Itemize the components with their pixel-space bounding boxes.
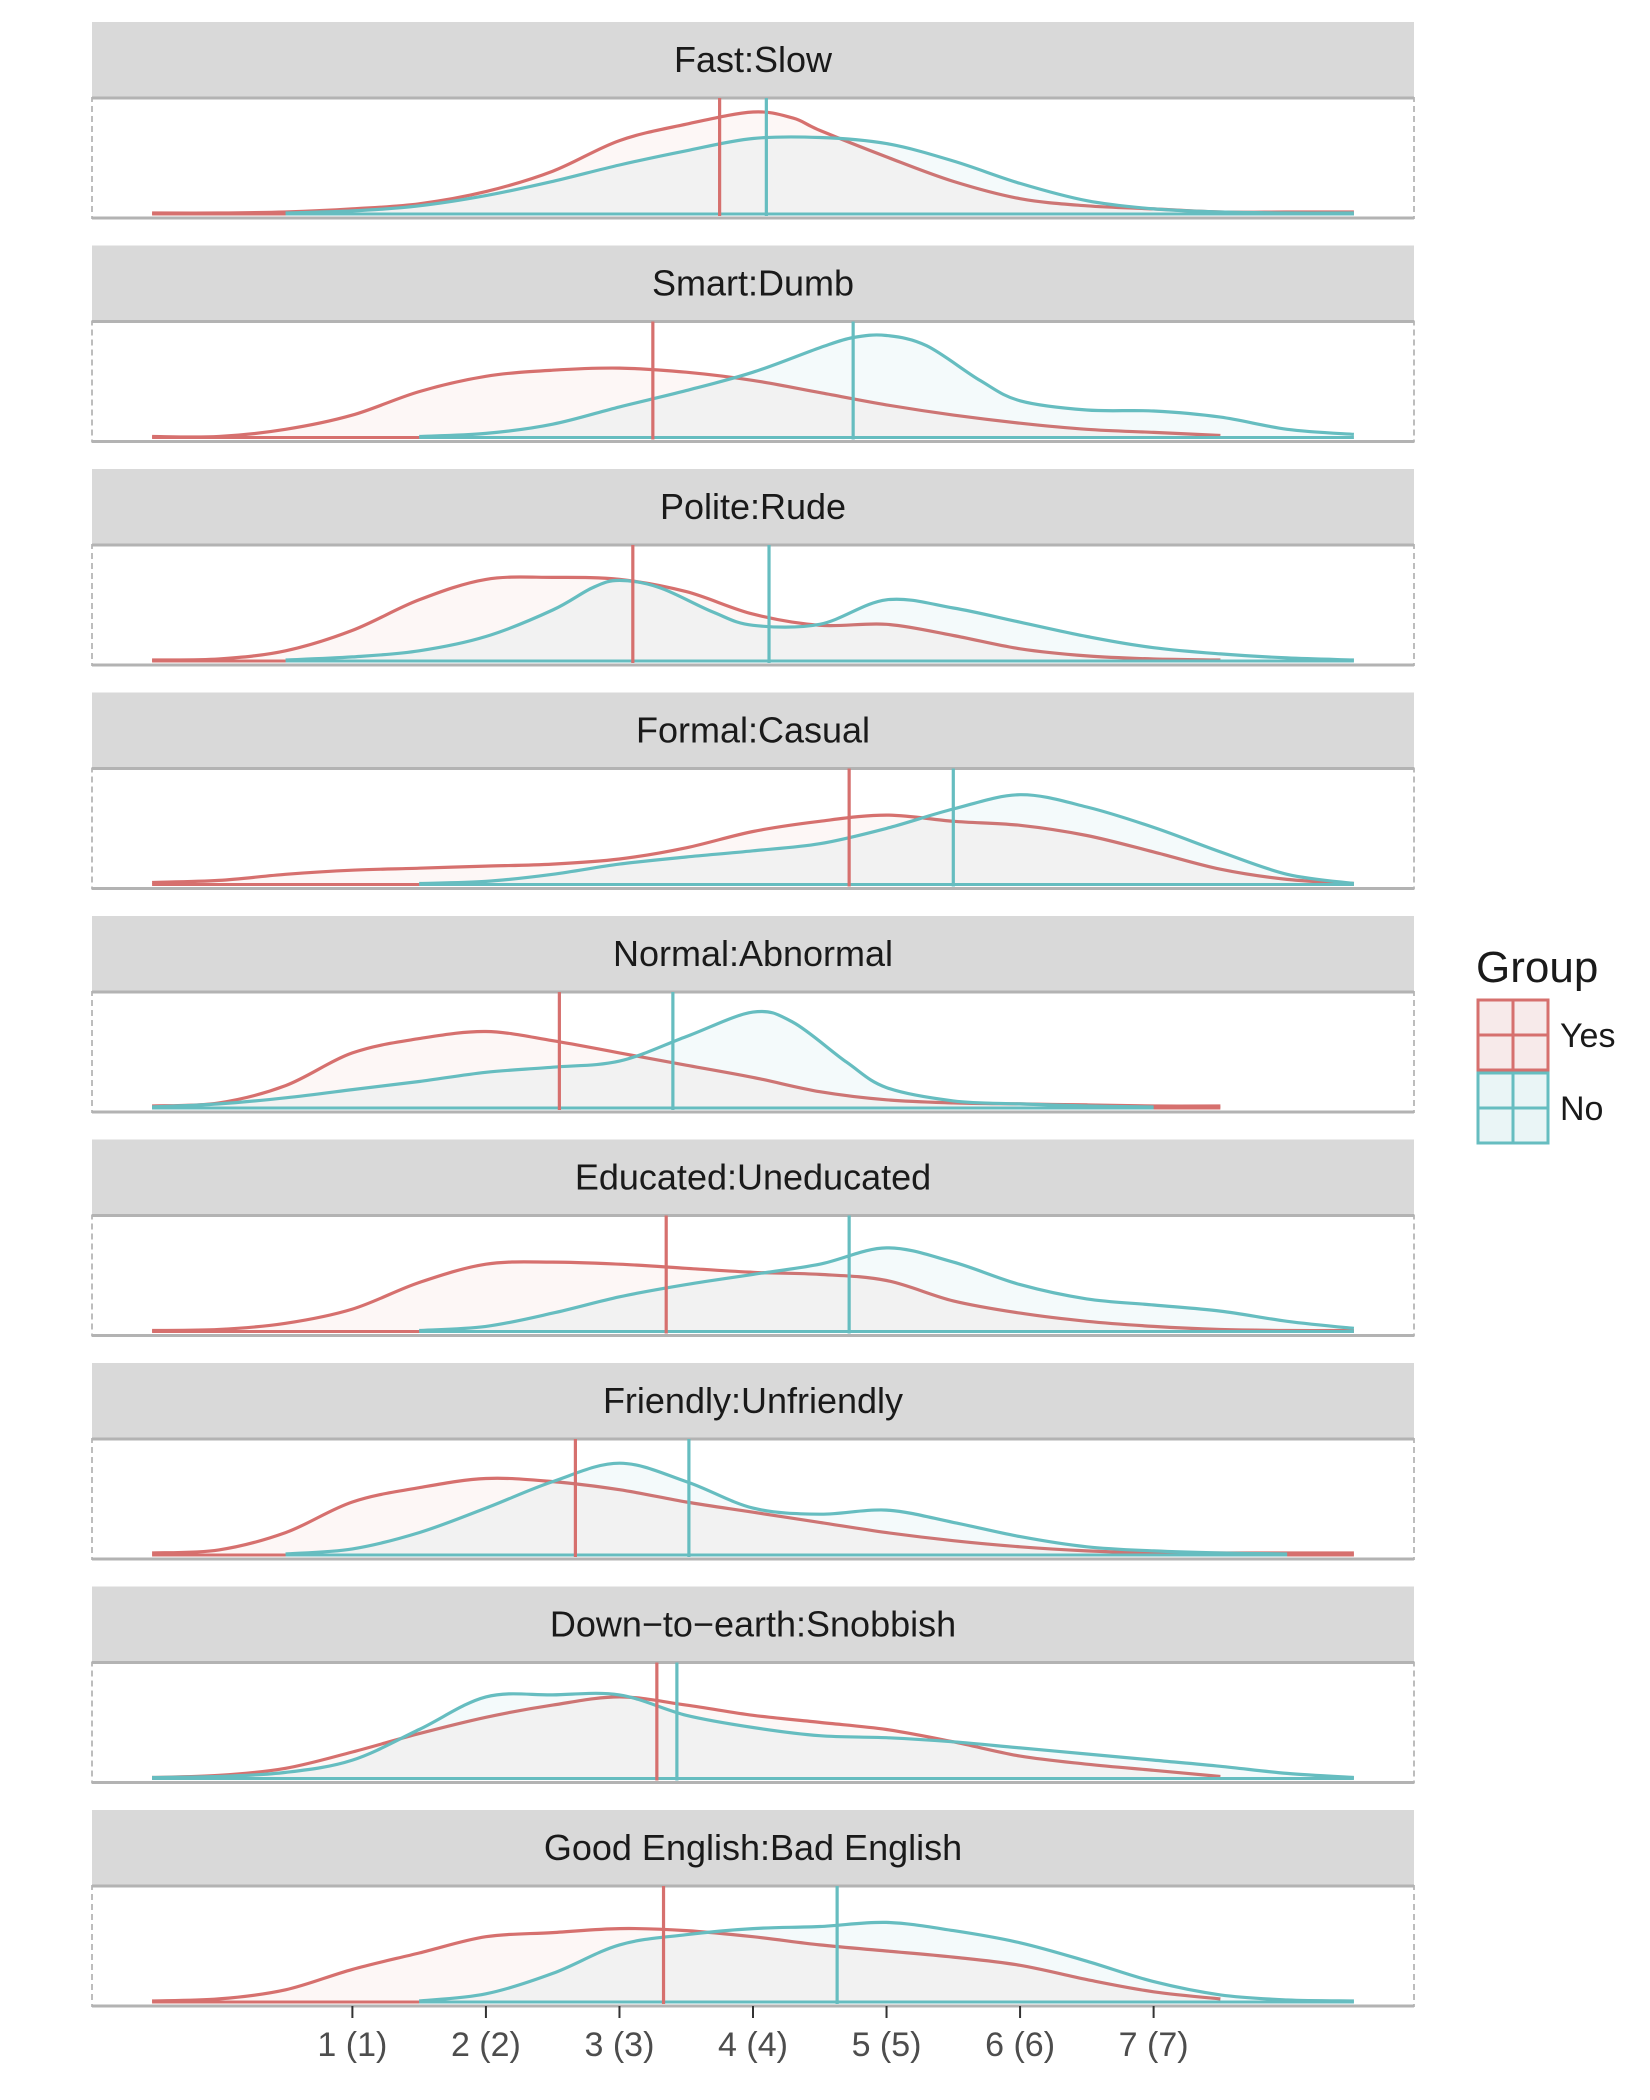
density-area-yes [152, 1696, 1221, 1779]
density-curve-yes [152, 366, 1221, 439]
density-area-yes [152, 1261, 1354, 1332]
density-area-no [285, 580, 1354, 661]
density-curve-no [285, 578, 1354, 662]
panel-formal-casual: Formal:Casual [91, 692, 1415, 890]
panel-title: Polite:Rude [660, 486, 846, 527]
x-tick-label: 3 (3) [585, 2026, 655, 2064]
density-curve-yes [152, 813, 1355, 886]
panel-strip [92, 22, 1414, 98]
x-tick-label: 2 (2) [451, 2026, 521, 2064]
panel-title: Smart:Dumb [652, 263, 854, 304]
density-curve-no [152, 1009, 1154, 1109]
density-curve-yes [152, 575, 1221, 662]
panel-strip [92, 1586, 1414, 1663]
panel-normal-abnormal: Normal:Abnormal [91, 916, 1415, 1114]
density-area-yes [152, 1031, 1221, 1108]
legend-item-yes: Yes [1476, 998, 1615, 1072]
panel-strip [92, 1363, 1414, 1439]
panel-friendly-unfriendly: Friendly:Unfriendly [91, 1363, 1415, 1561]
density-area-no [152, 1693, 1354, 1779]
panel-educated-uneducated: Educated:Uneducated [91, 1139, 1415, 1337]
panel-strip [92, 1139, 1414, 1216]
density-curve-yes [152, 1476, 1354, 1555]
x-tick-label: 6 (6) [985, 2026, 1055, 2064]
panel-strip [92, 469, 1414, 545]
density-curve-yes [152, 1695, 1221, 1780]
density-curve-no [419, 1246, 1355, 1333]
density-area-yes [152, 1928, 1221, 2002]
density-area-no [419, 1922, 1354, 2002]
density-curve-no [419, 793, 1355, 886]
panel-title: Educated:Uneducated [575, 1157, 931, 1198]
density-area-yes [152, 577, 1221, 661]
legend: Group Yes No [1476, 943, 1615, 1145]
legend-title: Group [1476, 943, 1598, 992]
density-area-yes [152, 1478, 1354, 1555]
density-area-no [419, 1247, 1354, 1332]
density-curve-no [419, 333, 1355, 439]
panel-smart-dumb: Smart:Dumb [91, 245, 1415, 443]
density-curve-no [152, 1691, 1355, 1780]
panel-title: Good English:Bad English [544, 1827, 962, 1868]
density-curve-no [419, 1920, 1354, 2003]
density-area-no [285, 1463, 1288, 1555]
density-area-yes [152, 368, 1221, 438]
panel-strip [92, 916, 1414, 992]
panel-fast-slow: Fast:Slow [91, 22, 1415, 220]
panels-layer: Fast:Slow Smart:Dumb Polite:Rude Formal:Cas… [91, 22, 1415, 2008]
x-tick-label: 5 (5) [852, 2026, 922, 2064]
x-tick-label: 1 (1) [317, 2026, 387, 2064]
density-area-no [285, 136, 1354, 214]
panel-strip [92, 1810, 1414, 1886]
panel-down-to-earth-snobbish: Down−to−earth:Snobbish [91, 1586, 1415, 1784]
x-tick-label: 7 (7) [1119, 2026, 1189, 2064]
panel-title: Friendly:Unfriendly [603, 1380, 903, 1421]
density-curve-no [285, 135, 1354, 215]
x-tick-label: 4 (4) [718, 2026, 788, 2064]
legend-label-no: No [1560, 1090, 1603, 1128]
density-area-yes [152, 111, 1354, 214]
panel-good-english-bad-english: Good English:Bad English [91, 1810, 1415, 2008]
panel-title: Down−to−earth:Snobbish [550, 1604, 956, 1645]
density-curve-yes [152, 1926, 1221, 2003]
density-curve-yes [152, 1260, 1354, 1333]
legend-item-no: No [1476, 1071, 1603, 1145]
x-axis: 1 (1) 2 (2) 3 (3) 4 (4) 5 (5) 6 (6) 7 (7) [317, 2006, 1189, 2064]
panel-strip [92, 692, 1414, 769]
panel-title: Fast:Slow [674, 39, 833, 80]
density-curve-no [285, 1461, 1288, 1556]
panel-strip [92, 245, 1414, 322]
legend-label-yes: Yes [1560, 1017, 1615, 1055]
panel-title: Formal:Casual [636, 710, 870, 751]
panel-title: Normal:Abnormal [613, 933, 893, 974]
panel-polite-rude: Polite:Rude [91, 469, 1415, 667]
